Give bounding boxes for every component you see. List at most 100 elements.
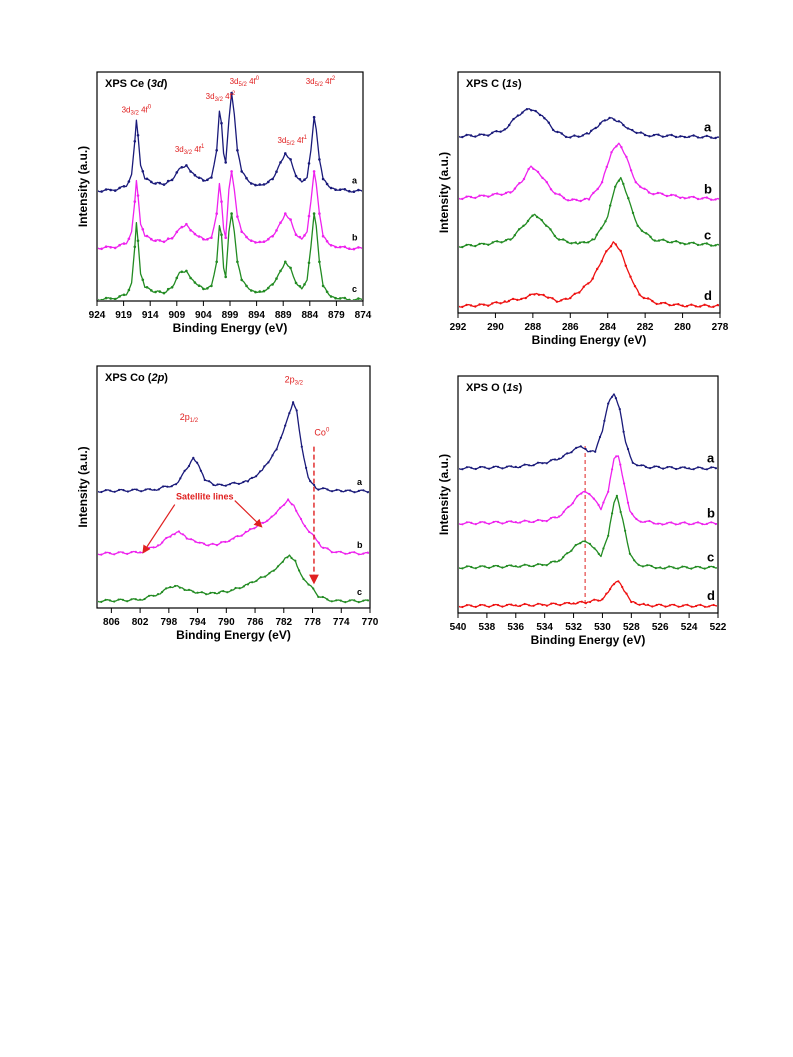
data-point-b [509, 191, 512, 194]
data-point-d [642, 602, 645, 606]
data-point-b [576, 495, 579, 498]
chart-panel-co: XPS Co (2p) 806 802 798 794 790 786 782 778 774 77… [76, 365, 379, 642]
data-point-b [98, 553, 99, 555]
x-tick-label: 778 [304, 617, 321, 628]
data-point-c [459, 245, 460, 248]
data-point-a [579, 445, 582, 448]
data-point-b [127, 237, 131, 241]
data-point-c [714, 244, 717, 247]
data-point-a [575, 446, 578, 449]
data-point-a [674, 135, 678, 139]
data-point-b [190, 538, 193, 541]
data-point-b [610, 151, 613, 154]
data-point-b [130, 551, 133, 554]
data-point-a [670, 133, 673, 137]
data-point-c [536, 563, 540, 566]
data-point-b [284, 212, 287, 215]
data-point-b [459, 522, 460, 524]
plot-frame [96, 365, 371, 609]
peak-annotation: 3d5/2 4f0 [230, 76, 260, 88]
data-point-c [150, 289, 153, 292]
data-point-a [714, 136, 717, 140]
data-point-c [676, 567, 680, 570]
data-point-c [353, 599, 356, 602]
x-tick-label: 538 [479, 622, 496, 633]
data-point-a [321, 487, 325, 490]
data-point-b [330, 551, 333, 554]
data-point-b [258, 240, 262, 244]
data-point-c [169, 586, 172, 589]
data-point-b [495, 192, 499, 195]
data-point-c [113, 600, 116, 603]
data-point-d [677, 605, 680, 608]
series-line-a [98, 401, 369, 493]
x-tick-label: 802 [132, 617, 149, 628]
peak-annotation: 2p1/2 [180, 412, 199, 424]
data-point-b [322, 546, 325, 550]
data-point-a [335, 488, 338, 491]
data-point-a [279, 436, 282, 439]
data-point-a [696, 466, 700, 469]
data-point-b [644, 520, 647, 523]
data-point-c [510, 564, 513, 567]
x-tick-label: 284 [599, 322, 616, 333]
data-point-b [207, 544, 210, 547]
data-point-c [627, 197, 630, 200]
data-point-c [553, 560, 557, 563]
data-point-a [598, 435, 602, 439]
data-point-b [202, 237, 205, 241]
data-point-c [611, 512, 614, 515]
data-point-b [479, 521, 482, 524]
data-point-c [175, 276, 179, 280]
data-point-a [334, 188, 337, 191]
data-point-b [634, 181, 637, 184]
data-point-c [619, 510, 622, 514]
data-point-a [329, 186, 333, 190]
data-point-b [575, 198, 578, 202]
data-point-b [504, 191, 508, 195]
data-point-a [118, 488, 121, 491]
data-point-c [672, 566, 675, 569]
data-point-b [514, 521, 517, 524]
data-point-d [461, 605, 464, 609]
data-point-a [284, 152, 287, 155]
series-label-d: d [707, 588, 715, 603]
data-point-b [290, 503, 293, 506]
data-point-a [495, 130, 498, 133]
series-label-b: b [352, 233, 358, 243]
x-tick-label: 806 [103, 617, 120, 628]
chart-panel-c1s: XPS C (1s) 292 290 288 286 284 282 280 278 Bindin… [437, 71, 729, 347]
data-point-a [643, 133, 647, 137]
data-point-b [656, 191, 660, 195]
data-point-b [357, 246, 360, 249]
series-label-c: c [352, 284, 357, 294]
data-point-c [126, 600, 129, 603]
data-point-a [501, 467, 504, 470]
data-point-b [665, 194, 669, 198]
data-point-c [604, 220, 607, 223]
data-point-c [570, 242, 573, 245]
data-point-a [259, 470, 262, 473]
data-point-d [496, 603, 500, 607]
data-point-c [582, 241, 586, 244]
data-point-a [639, 131, 643, 134]
data-point-c [631, 211, 635, 215]
data-point-a [560, 132, 563, 135]
data-point-c [298, 285, 302, 288]
data-point-b [126, 552, 129, 556]
data-point-b [104, 245, 108, 248]
data-point-a [532, 464, 535, 467]
x-tick-label: 774 [333, 617, 350, 628]
data-point-a [636, 464, 639, 467]
data-point-c [303, 283, 306, 286]
data-point-d [519, 604, 522, 608]
data-point-a [482, 133, 486, 136]
data-point-b [510, 520, 513, 523]
data-point-d [619, 249, 622, 253]
data-point-a [474, 467, 477, 471]
data-point-b [228, 539, 231, 543]
chart-title: XPS C (1s) [466, 78, 522, 90]
data-point-c [505, 564, 508, 568]
data-point-d [668, 604, 672, 607]
data-point-c [178, 586, 181, 589]
